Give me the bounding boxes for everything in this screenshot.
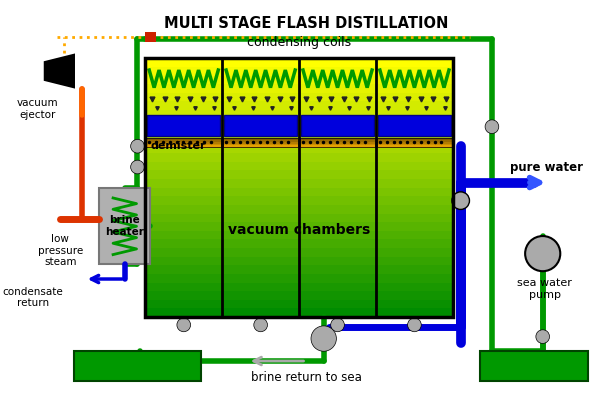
Bar <box>377 144 452 146</box>
Bar <box>300 142 375 144</box>
Bar <box>224 115 297 136</box>
Bar <box>146 222 452 232</box>
Bar <box>300 138 375 141</box>
Bar <box>377 142 452 144</box>
Bar <box>146 257 452 267</box>
Bar <box>146 110 452 120</box>
Bar <box>146 142 221 144</box>
Bar <box>146 93 452 103</box>
Bar <box>300 138 375 147</box>
Circle shape <box>254 318 268 332</box>
Text: condensing coils: condensing coils <box>247 36 351 49</box>
Bar <box>146 58 452 68</box>
Circle shape <box>407 318 421 332</box>
Bar <box>146 205 452 215</box>
Bar <box>146 162 452 172</box>
Bar <box>147 115 220 136</box>
Circle shape <box>331 318 344 332</box>
Bar <box>146 101 452 112</box>
Bar <box>146 171 452 180</box>
Bar <box>146 119 452 129</box>
Bar <box>146 127 452 138</box>
Bar <box>300 145 375 148</box>
Bar <box>146 136 452 146</box>
Bar <box>100 188 150 264</box>
Bar <box>146 138 221 141</box>
Bar <box>146 84 452 94</box>
Bar <box>146 248 452 258</box>
Bar <box>223 145 298 148</box>
Bar <box>377 145 452 148</box>
Text: vacuum
ejector: vacuum ejector <box>17 98 59 120</box>
Bar <box>378 115 451 136</box>
Text: sea water
pump: sea water pump <box>517 278 572 299</box>
Bar <box>301 115 374 136</box>
Circle shape <box>311 326 337 351</box>
Circle shape <box>177 318 191 332</box>
Bar <box>146 153 452 163</box>
Text: low
pressure
steam: low pressure steam <box>38 234 83 268</box>
Circle shape <box>452 192 469 209</box>
Bar <box>146 291 452 301</box>
Bar <box>146 309 452 319</box>
Bar <box>146 144 221 146</box>
Text: vacuum chambers: vacuum chambers <box>228 223 370 237</box>
Bar <box>146 145 221 148</box>
Bar <box>146 145 452 155</box>
Bar <box>146 188 452 198</box>
Bar <box>223 138 298 147</box>
Bar <box>300 144 375 146</box>
Bar <box>146 213 452 224</box>
Bar <box>300 140 375 142</box>
Bar <box>146 265 452 275</box>
Bar <box>377 138 452 141</box>
Bar <box>146 138 221 147</box>
Bar <box>74 351 201 380</box>
Bar <box>377 140 452 142</box>
Bar <box>146 231 452 241</box>
Bar <box>146 300 452 310</box>
Bar <box>223 138 298 141</box>
Bar <box>146 274 452 284</box>
Text: condensate
return: condensate return <box>2 287 64 309</box>
Text: MULTI STAGE FLASH DISTILLATION: MULTI STAGE FLASH DISTILLATION <box>164 17 449 31</box>
Circle shape <box>536 330 550 343</box>
Circle shape <box>525 236 560 271</box>
Text: pure water: pure water <box>509 161 583 174</box>
Text: brine
heater: brine heater <box>106 215 144 237</box>
Bar <box>223 142 298 144</box>
Polygon shape <box>44 53 75 88</box>
Circle shape <box>131 160 145 174</box>
Bar <box>223 140 298 142</box>
Circle shape <box>131 140 145 153</box>
Bar <box>145 32 156 42</box>
Bar <box>480 351 587 380</box>
Bar <box>146 75 452 86</box>
Bar <box>223 144 298 146</box>
Bar <box>146 67 452 77</box>
Bar <box>146 196 452 206</box>
Text: demister: demister <box>150 141 206 151</box>
Circle shape <box>485 120 499 134</box>
Bar <box>146 140 221 142</box>
Bar <box>146 239 452 250</box>
Bar <box>377 138 452 147</box>
Text: brine return to sea: brine return to sea <box>251 371 362 384</box>
Bar <box>145 58 453 317</box>
Bar <box>146 283 452 293</box>
Bar <box>146 179 452 189</box>
